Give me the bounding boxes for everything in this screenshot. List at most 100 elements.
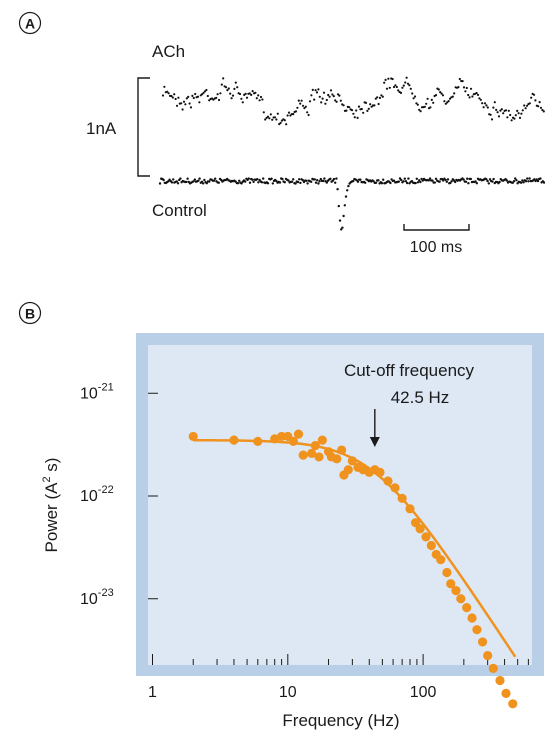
- trace-dot: [453, 92, 456, 95]
- trace-dot: [539, 177, 542, 180]
- trace-dot: [500, 108, 503, 111]
- trace-dot: [458, 77, 461, 81]
- data-point: [446, 579, 456, 589]
- trace-dot: [216, 93, 219, 96]
- trace-dot: [320, 101, 323, 104]
- trace-dot: [402, 84, 405, 87]
- trace-dot: [359, 178, 362, 181]
- data-point: [270, 434, 280, 444]
- trace-dot: [181, 108, 184, 111]
- trace-dot: [170, 94, 173, 98]
- trace-dot: [419, 180, 422, 184]
- trace-dot: [299, 181, 302, 185]
- data-point: [462, 603, 472, 613]
- ach-trace: [161, 76, 545, 126]
- trace-dot: [170, 181, 174, 184]
- trace-dot: [324, 102, 327, 105]
- trace-dot: [400, 178, 403, 182]
- trace-dot: [527, 180, 530, 183]
- trace-dot: [206, 94, 209, 98]
- trace-dot: [384, 78, 387, 81]
- trace-dot: [296, 106, 299, 109]
- trace-dot: [374, 181, 378, 184]
- data-point: [383, 476, 393, 486]
- trace-dot: [314, 89, 317, 92]
- trace-dot: [298, 178, 301, 181]
- trace-dot: [462, 178, 465, 181]
- trace-dot: [301, 104, 305, 107]
- trace-dot: [475, 91, 478, 95]
- trace-dot: [236, 182, 240, 185]
- trace-dot: [401, 86, 404, 89]
- trace-dot: [438, 180, 441, 183]
- trace-dot: [411, 92, 414, 95]
- data-point: [483, 650, 493, 661]
- data-point: [293, 429, 304, 439]
- trace-dot: [426, 97, 429, 100]
- trace-dot: [516, 109, 519, 112]
- trace-dot: [397, 180, 400, 183]
- trace-dot: [337, 204, 340, 208]
- trace-dot: [292, 178, 295, 181]
- trace-dot: [423, 105, 426, 108]
- trace-dot: [335, 100, 338, 103]
- trace-dot: [442, 179, 445, 182]
- trace-dot: [502, 112, 505, 115]
- trace-dot: [446, 178, 450, 181]
- trace-dot: [364, 181, 367, 184]
- trace-dot: [231, 94, 235, 97]
- trace-dot: [287, 179, 290, 182]
- trace-dot: [397, 89, 400, 92]
- trace-dot: [524, 180, 528, 183]
- trace-dot: [496, 111, 499, 114]
- time-scale-label: 100 ms: [410, 239, 462, 256]
- trace-dot: [185, 180, 188, 184]
- trace-dot: [290, 180, 294, 183]
- trace-dot: [196, 95, 200, 98]
- trace-dot: [254, 91, 257, 94]
- trace-dot: [536, 179, 540, 183]
- trace-dot: [189, 106, 193, 109]
- trace-dot: [314, 181, 318, 184]
- control-trace-label: Control: [152, 201, 207, 220]
- trace-dot: [352, 179, 355, 183]
- trace-dot: [419, 110, 422, 113]
- trace-dot: [222, 77, 225, 80]
- trace-dot: [542, 181, 545, 184]
- x-axis-label: Frequency (Hz): [282, 711, 399, 730]
- trace-dot: [350, 109, 354, 112]
- trace-dot: [444, 102, 447, 105]
- trace-dot: [251, 178, 254, 181]
- trace-dot: [427, 179, 430, 182]
- trace-dot: [520, 112, 523, 115]
- trace-dot: [317, 88, 320, 91]
- data-points: [188, 429, 518, 709]
- data-point: [188, 431, 198, 442]
- trace-dot: [493, 101, 496, 104]
- data-point: [253, 436, 263, 446]
- x-axis-ticks: [152, 654, 529, 665]
- x-tick-label: 100: [410, 684, 437, 701]
- trace-dot: [528, 102, 531, 105]
- trace-dot: [184, 103, 187, 106]
- trace-dot: [325, 181, 328, 184]
- trace-dot: [203, 90, 207, 93]
- trace-dot: [201, 93, 204, 96]
- trace-dot: [389, 181, 392, 185]
- trace-dot: [332, 177, 336, 181]
- trace-dot: [495, 108, 498, 111]
- data-point: [337, 445, 347, 455]
- trace-dot: [289, 114, 292, 117]
- trace-dot: [367, 107, 370, 110]
- y-tick-label: 10-23: [80, 587, 114, 608]
- trace-dot: [362, 111, 365, 114]
- trace-dot: [376, 96, 379, 99]
- trace-dot: [539, 106, 543, 109]
- trace-dot: [205, 182, 208, 185]
- trace-dot: [259, 95, 263, 99]
- trace-dot: [532, 93, 536, 96]
- trace-dot: [245, 96, 249, 99]
- trace-dot: [270, 177, 273, 180]
- trace-dot: [236, 86, 239, 89]
- trace-dot: [418, 179, 421, 182]
